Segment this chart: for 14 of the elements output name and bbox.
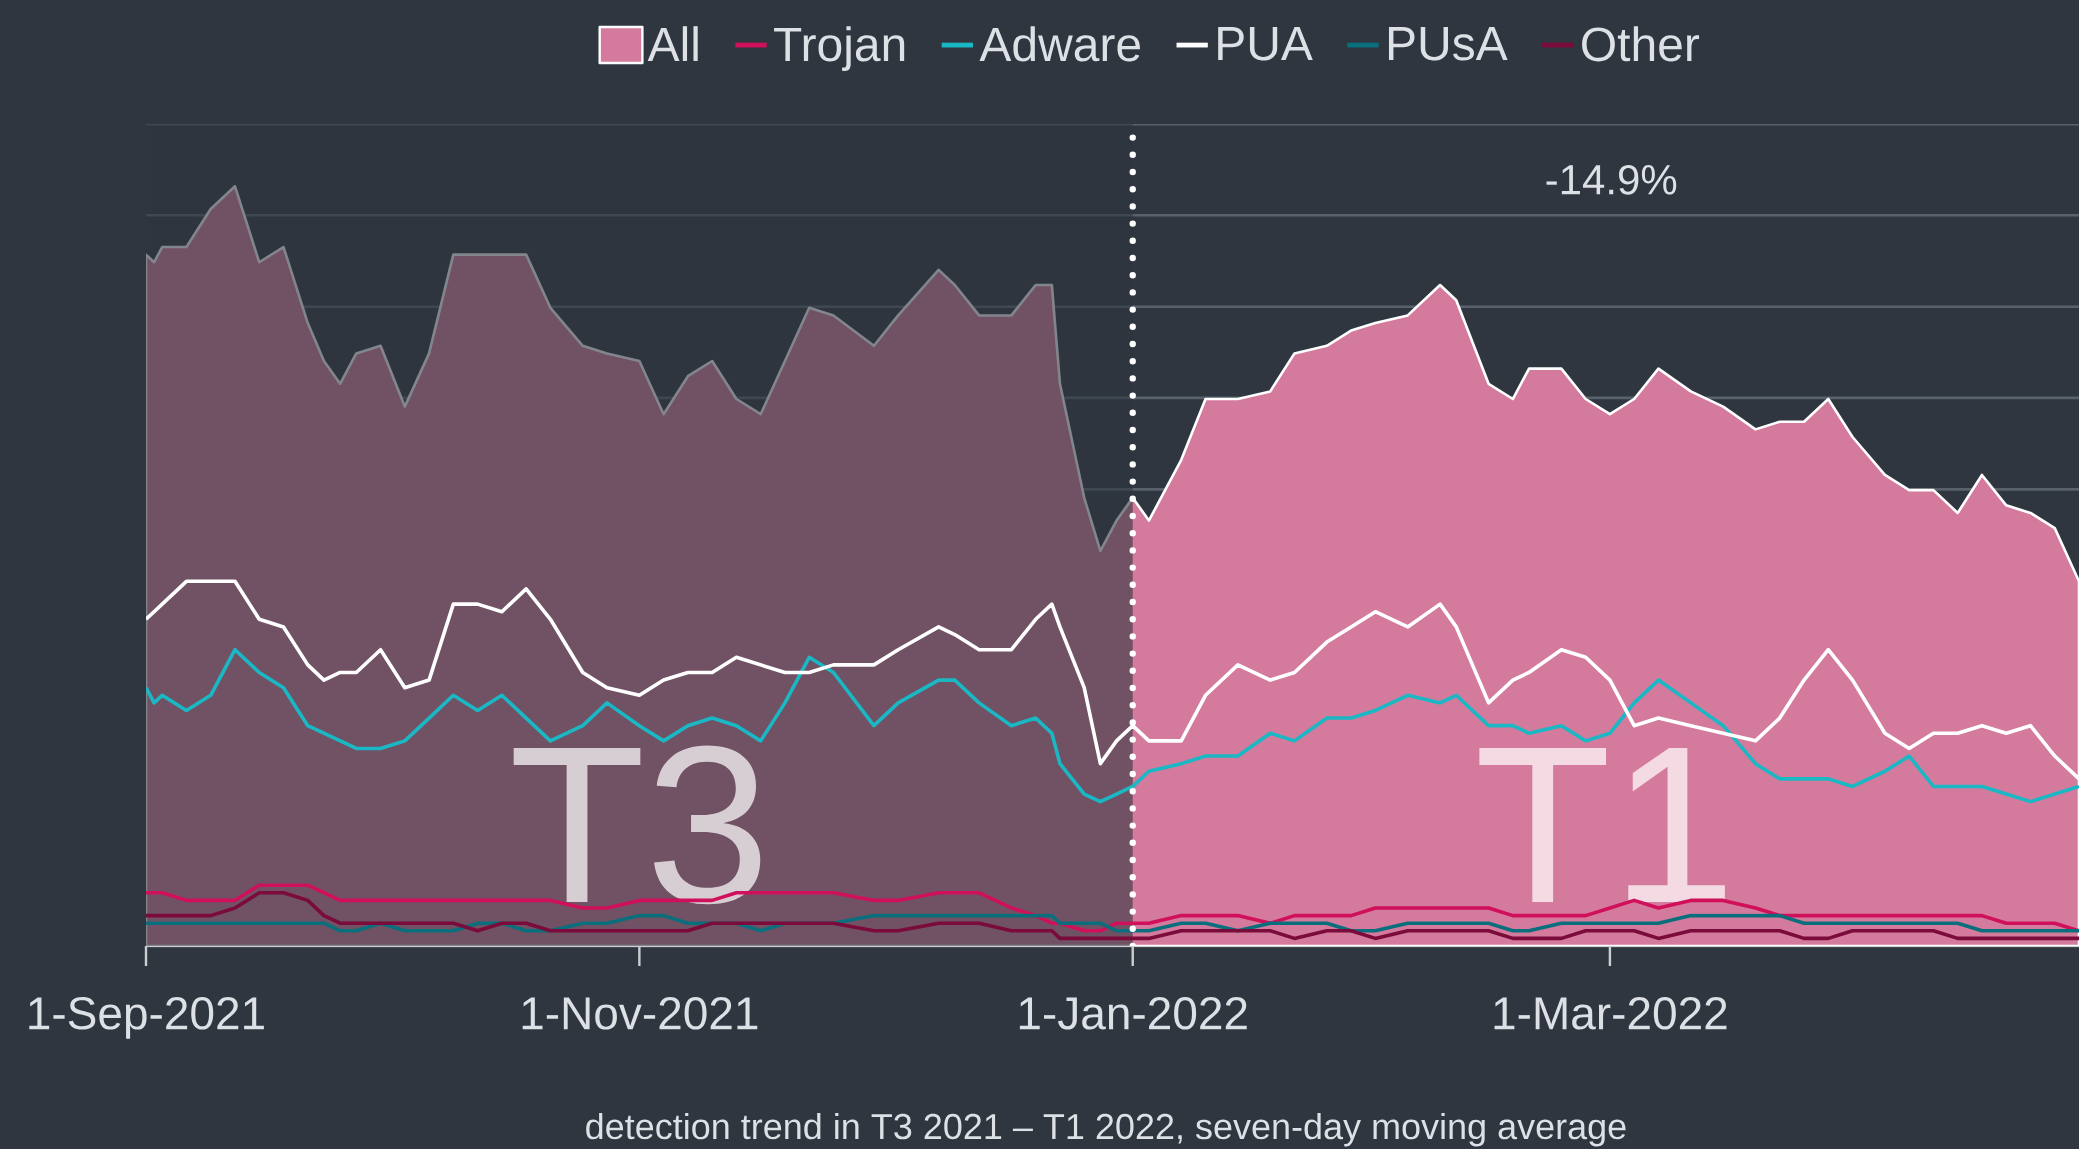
legend-label: PUsA xyxy=(1388,27,1508,61)
x-tick-label: 1-Mar-2022 xyxy=(1494,997,1727,1030)
legend-label: PUA xyxy=(1218,27,1313,61)
annotation: -14.9% xyxy=(1546,164,1677,195)
legend-label: Adware xyxy=(979,26,1140,62)
annotation: T1 xyxy=(1479,747,1725,902)
x-tick-label: 1-Nov-2021 xyxy=(522,997,758,1030)
x-tick-label: 1-Sep-2021 xyxy=(29,997,264,1039)
legend-label: Trojan xyxy=(774,26,905,71)
x-tick-label: 1-Jan-2022 xyxy=(1019,997,1247,1030)
legend-label: Other xyxy=(1582,26,1700,62)
band-label: T3 xyxy=(513,745,761,905)
legend-label: All xyxy=(647,26,698,61)
text: detection trend in T3 2021 – T1 2022, seven-day moving average xyxy=(586,1112,1626,1147)
